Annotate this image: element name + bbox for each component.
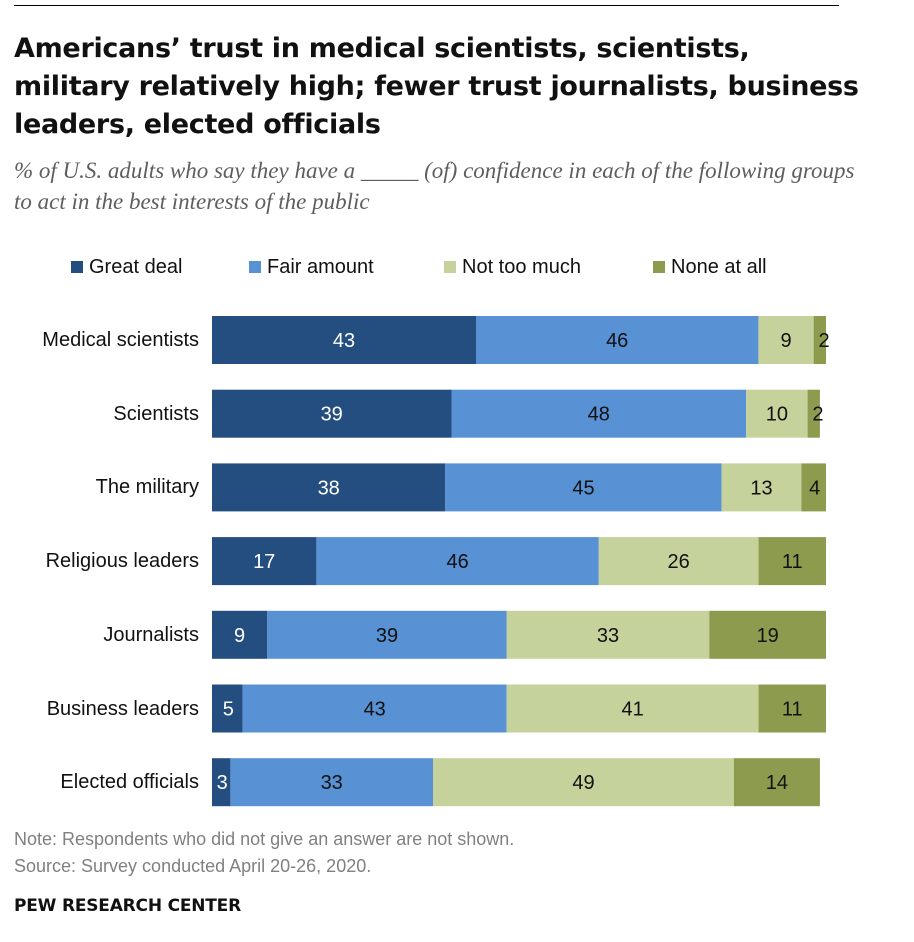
legend-swatch-great-deal [71,261,83,273]
value-label-journalists-not-too-much: 33 [597,625,619,647]
bar-elected-officials-fair-amount [230,758,433,807]
value-label-medical-scientists-fair-amount: 46 [606,330,628,352]
value-label-business-leaders-none-at-all: 11 [782,699,803,721]
legend-swatch-fair-amount [249,261,261,273]
chart-subtitle: % of U.S. adults who say they have a ___… [14,158,855,214]
bar-business-leaders-great-deal [212,684,243,733]
bar-business-leaders-not-too-much [506,684,759,733]
legend: Great deal Fair amount Not too much None… [0,255,914,279]
legend-label-not-too-much: Not too much [462,255,581,278]
value-label-journalists-fair-amount: 39 [376,625,398,647]
legend-item-not-too-much: Not too much [444,255,581,279]
bar-medical-scientists-none-at-all [813,316,826,364]
bar-religious-leaders-none-at-all [758,537,826,586]
legend-label-none-at-all: None at all [671,255,767,278]
value-label-elected-officials-great-deal: 3 [217,772,228,794]
value-label-the-military-fair-amount: 45 [572,477,594,499]
bar-journalists-fair-amount [267,610,507,659]
bar-the-military-great-deal [212,463,446,512]
bar-elected-officials-none-at-all [733,758,820,807]
legend-label-great-deal: Great deal [89,255,183,278]
bar-scientists-fair-amount [451,389,747,438]
legend-item-none-at-all: None at all [653,255,767,279]
value-label-business-leaders-great-deal: 5 [223,699,234,721]
value-label-business-leaders-fair-amount: 43 [364,699,386,721]
value-label-business-leaders-not-too-much: 41 [621,699,643,721]
chart-note: Note: Respondents who did not give an an… [14,829,515,849]
value-label-religious-leaders-great-deal: 17 [253,551,275,573]
bar-journalists-not-too-much [506,610,710,659]
legend-swatch-not-too-much [444,261,456,273]
top-rule [14,5,839,6]
value-label-medical-scientists-not-too-much: 9 [781,330,792,352]
value-label-the-military-none-at-all: 4 [809,477,820,499]
bar-business-leaders-none-at-all [758,684,826,733]
value-label-elected-officials-not-too-much: 49 [572,772,594,794]
value-label-religious-leaders-not-too-much: 26 [667,551,689,573]
bar-business-leaders-fair-amount [242,684,507,733]
bar-medical-scientists-great-deal [212,316,476,364]
value-label-religious-leaders-none-at-all: 11 [782,551,803,573]
category-label-elected-officials: Elected officials [60,771,199,794]
bar-scientists-not-too-much [746,389,808,438]
value-label-scientists-great-deal: 39 [321,404,343,426]
legend-label-fair-amount: Fair amount [267,255,374,278]
bar-journalists-none-at-all [709,610,826,659]
category-label-scientists: Scientists [113,402,199,425]
bar-the-military-none-at-all [801,463,826,512]
brand-logo-text: PEW RESEARCH CENTER [14,896,241,916]
bar-the-military-not-too-much [721,463,802,512]
category-label-religious-leaders: Religious leaders [45,550,199,573]
value-label-journalists-great-deal: 9 [234,625,245,647]
value-label-elected-officials-fair-amount: 33 [321,772,343,794]
value-label-the-military-not-too-much: 13 [750,477,772,499]
chart-title: Americans’ trust in medical scientists, … [14,33,859,140]
legend-item-great-deal: Great deal [71,255,182,279]
bar-religious-leaders-great-deal [212,537,317,586]
bar-medical-scientists-not-too-much [758,316,814,364]
value-label-scientists-not-too-much: 10 [766,404,788,426]
chart-source: Source: Survey conducted April 20-26, 20… [14,856,372,876]
category-label-the-military: The military [95,476,199,499]
bar-elected-officials-not-too-much [433,758,734,807]
value-label-scientists-none-at-all: 2 [812,404,823,426]
value-label-religious-leaders-fair-amount: 46 [446,551,468,573]
value-label-journalists-none-at-all: 19 [757,625,779,647]
value-label-elected-officials-none-at-all: 14 [766,772,788,794]
bar-journalists-great-deal [212,610,268,659]
value-label-the-military-great-deal: 38 [318,477,340,499]
value-label-scientists-fair-amount: 48 [588,404,610,426]
bar-religious-leaders-fair-amount [316,537,599,586]
legend-item-fair-amount: Fair amount [249,255,374,279]
bar-elected-officials-great-deal [212,758,231,807]
legend-swatch-none-at-all [653,261,665,273]
bar-scientists-none-at-all [807,389,820,438]
value-label-medical-scientists-great-deal: 43 [333,330,355,352]
category-label-journalists: Journalists [103,623,199,646]
value-label-medical-scientists-none-at-all: 2 [818,330,829,352]
bar-religious-leaders-not-too-much [598,537,759,586]
category-label-business-leaders: Business leaders [46,697,199,720]
bar-medical-scientists-fair-amount [476,316,759,364]
bar-scientists-great-deal [212,389,452,438]
category-label-medical-scientists: Medical scientists [42,329,199,351]
bar-the-military-fair-amount [445,463,722,512]
